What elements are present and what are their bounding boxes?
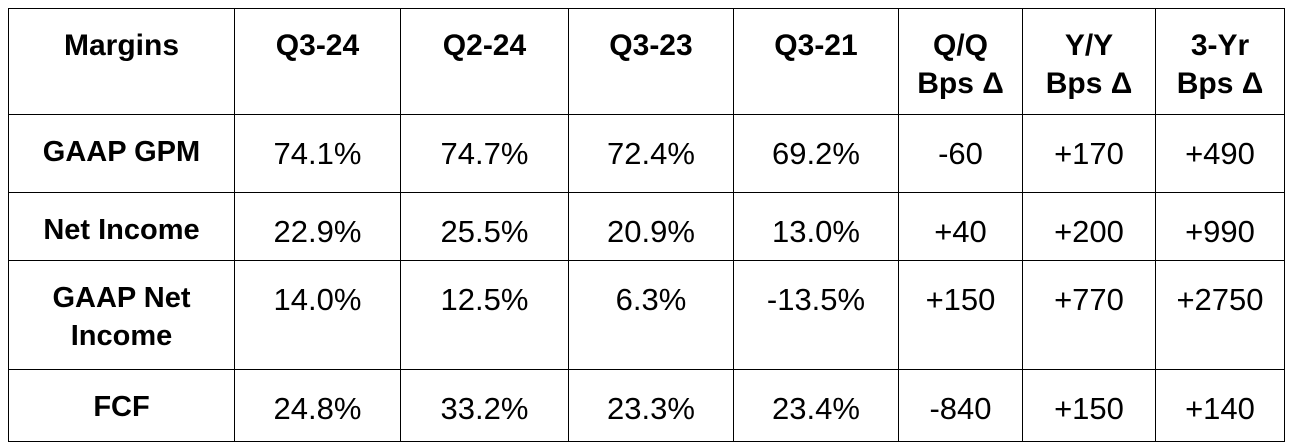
cell: 12.5%	[400, 260, 569, 370]
header-cell: Margins	[8, 8, 235, 115]
cell-text: Net Income	[43, 214, 200, 246]
header-text: Q3-21	[774, 29, 858, 62]
cell-text: 22.9%	[273, 214, 362, 249]
cell-text: 23.4%	[772, 391, 860, 426]
cell-text: 24.8%	[273, 391, 362, 426]
table-row: FCF 24.8% 33.2% 23.3% 23.4% -840 +150 +140	[8, 369, 1285, 442]
cell-text: +170	[1054, 136, 1124, 171]
header-text: Y/Y Bps Δ	[1045, 29, 1133, 100]
cell: 69.2%	[733, 114, 899, 193]
cell: 24.8%	[234, 369, 401, 442]
header-cell: Q3-24	[234, 8, 401, 115]
cell-text: +40	[934, 214, 987, 249]
cell-text: +140	[1185, 391, 1255, 426]
header-text: Margins	[63, 29, 180, 62]
header-cell: Q3-21	[733, 8, 899, 115]
header-text: 3-Yr Bps Δ	[1176, 29, 1264, 100]
cell: +990	[1155, 192, 1285, 261]
cell: 23.3%	[568, 369, 734, 442]
table-row: GAAP Net Income 14.0% 12.5% 6.3% -13.5% +150 +…	[8, 260, 1285, 370]
cell: +200	[1022, 192, 1156, 261]
cell-text: +770	[1054, 282, 1124, 317]
table-body: GAAP GPM 74.1% 74.7% 72.4% 69.2% -60 +170 +490 N…	[8, 114, 1285, 442]
cell-text: 74.1%	[273, 136, 362, 171]
cell-text: 13.0%	[772, 214, 860, 249]
cell-text: 33.2%	[440, 391, 529, 426]
header-cell: Q/Q Bps Δ	[898, 8, 1023, 115]
cell-text: GAAP GPM	[42, 136, 201, 168]
row-label: Net Income	[8, 192, 235, 261]
header-text: Q3-23	[609, 29, 693, 62]
header-row: Margins Q3-24 Q2-24 Q3-23 Q3-21 Q/Q Bps Δ Y/Y …	[8, 8, 1285, 115]
cell: +150	[898, 260, 1023, 370]
cell: +770	[1022, 260, 1156, 370]
header-cell: Y/Y Bps Δ	[1022, 8, 1156, 115]
cell: 25.5%	[400, 192, 569, 261]
cell: -60	[898, 114, 1023, 193]
cell: 20.9%	[568, 192, 734, 261]
cell-text: -13.5%	[766, 282, 866, 317]
cell-text: -60	[938, 136, 983, 171]
cell: 23.4%	[733, 369, 899, 442]
row-label: GAAP GPM	[8, 114, 235, 193]
cell-text: 25.5%	[440, 214, 529, 249]
cell: +170	[1022, 114, 1156, 193]
cell-text: 14.0%	[273, 282, 362, 317]
cell: 72.4%	[568, 114, 734, 193]
cell-text: 20.9%	[607, 214, 695, 249]
header-cell: 3-Yr Bps Δ	[1155, 8, 1285, 115]
table-row: GAAP GPM 74.1% 74.7% 72.4% 69.2% -60 +170 +490	[8, 114, 1285, 193]
cell-text: 69.2%	[772, 136, 860, 171]
cell-text: 74.7%	[440, 136, 529, 171]
cell-text: FCF	[93, 391, 150, 423]
cell-text: 72.4%	[607, 136, 695, 171]
cell: 6.3%	[568, 260, 734, 370]
header-cell: Q2-24	[400, 8, 569, 115]
cell: -13.5%	[733, 260, 899, 370]
cell-text: GAAP Net Income	[52, 282, 191, 352]
margins-table: Margins Q3-24 Q2-24 Q3-23 Q3-21 Q/Q Bps Δ Y/Y …	[8, 8, 1285, 442]
cell: +140	[1155, 369, 1285, 442]
header-text: Q3-24	[275, 29, 360, 62]
header-text: Q/Q Bps Δ	[917, 29, 1004, 100]
cell: +490	[1155, 114, 1285, 193]
cell-text: 23.3%	[607, 391, 695, 426]
cell: 14.0%	[234, 260, 401, 370]
cell: 22.9%	[234, 192, 401, 261]
cell: 13.0%	[733, 192, 899, 261]
table-row: Net Income 22.9% 25.5% 20.9% 13.0% +40 +200 +99…	[8, 192, 1285, 261]
cell-text: +990	[1185, 214, 1255, 249]
cell-text: 12.5%	[440, 282, 529, 317]
cell: 74.1%	[234, 114, 401, 193]
cell: +150	[1022, 369, 1156, 442]
cell-text: +2750	[1176, 282, 1264, 317]
header-text: Q2-24	[442, 29, 527, 62]
cell-text: +200	[1054, 214, 1124, 249]
cell-text: 6.3%	[615, 282, 687, 317]
cell: +40	[898, 192, 1023, 261]
cell-text: +150	[925, 282, 996, 317]
cell-text: +150	[1054, 391, 1124, 426]
row-label: FCF	[8, 369, 235, 442]
cell: 33.2%	[400, 369, 569, 442]
cell: -840	[898, 369, 1023, 442]
header-cell: Q3-23	[568, 8, 734, 115]
cell: +2750	[1155, 260, 1285, 370]
cell: 74.7%	[400, 114, 569, 193]
cell-text: +490	[1185, 136, 1255, 171]
cell-text: -840	[929, 391, 992, 426]
row-label: GAAP Net Income	[8, 260, 235, 370]
